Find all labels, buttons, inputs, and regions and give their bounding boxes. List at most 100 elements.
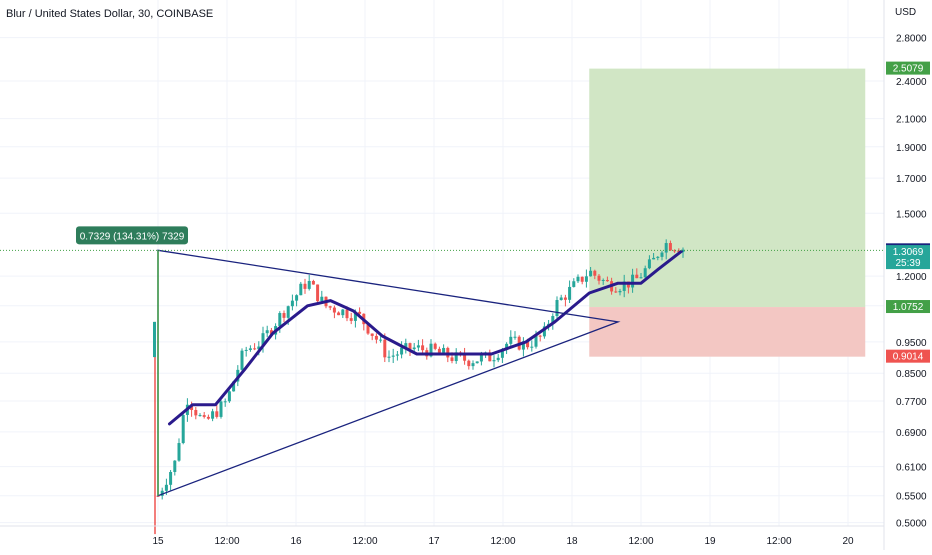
y-tick-label: 2.1000 xyxy=(896,115,927,126)
candle-body xyxy=(416,345,420,348)
candle-body xyxy=(345,309,349,319)
candle-body xyxy=(353,311,357,321)
candle-body xyxy=(576,276,580,282)
candle-body xyxy=(387,356,391,358)
y-tick-label: 0.6100 xyxy=(896,463,927,474)
candle-body xyxy=(404,343,408,348)
long-position-tool[interactable] xyxy=(589,68,866,357)
target-badge-text: 2.5079 xyxy=(893,64,924,75)
stop-zone xyxy=(589,307,866,357)
stop-badge-text: 0.9014 xyxy=(893,352,924,363)
y-tick-label: 0.9500 xyxy=(896,338,927,349)
candle-body xyxy=(408,343,412,350)
candle-body xyxy=(223,401,227,403)
candle-body xyxy=(299,283,303,296)
candle-body xyxy=(647,259,651,269)
candle-body xyxy=(467,360,471,367)
candle-body xyxy=(227,391,231,402)
candle-body xyxy=(320,296,324,302)
measure-label: 0.7329 (134.31%) 7329 xyxy=(80,231,185,242)
candle-body xyxy=(584,276,588,282)
candle-body xyxy=(316,284,320,302)
candle-body xyxy=(366,324,370,334)
x-tick-label: 12:00 xyxy=(766,536,791,547)
candle-body xyxy=(400,347,404,355)
x-tick-label: 19 xyxy=(704,536,716,547)
candle-body xyxy=(521,341,525,350)
y-tick-label: 1.9000 xyxy=(896,143,927,154)
candle-body xyxy=(563,297,567,300)
candle-body xyxy=(332,307,336,313)
candle-body xyxy=(164,484,168,491)
candle-body xyxy=(668,243,672,251)
candle-body xyxy=(475,361,479,364)
candle-body xyxy=(391,355,395,357)
candle-body xyxy=(202,415,206,417)
candle-body xyxy=(618,290,622,293)
candle-body xyxy=(492,360,496,362)
candle-body xyxy=(433,343,437,349)
candle-body xyxy=(505,343,509,350)
target-zone xyxy=(589,68,866,308)
x-tick-label: 12:00 xyxy=(628,536,653,547)
candle-body xyxy=(248,348,252,350)
candle-body xyxy=(471,363,475,367)
measure-label-box xyxy=(76,226,188,245)
y-tick-label: 2.4000 xyxy=(896,77,927,88)
candle-body xyxy=(622,281,626,291)
y-tick-label: 1.5000 xyxy=(896,209,927,220)
candle-body xyxy=(639,277,643,279)
candle-body xyxy=(379,339,383,341)
candle-body xyxy=(278,313,282,327)
x-tick-label: 18 xyxy=(566,536,578,547)
last-price-badge xyxy=(886,245,930,270)
candle-body xyxy=(589,270,593,277)
candle-body xyxy=(253,348,257,350)
y-tick-label: 0.7700 xyxy=(896,397,927,408)
candle-body xyxy=(269,330,273,335)
target-badge xyxy=(886,61,930,75)
candle-body xyxy=(488,352,492,362)
candle-body xyxy=(303,283,307,289)
candle-body xyxy=(526,341,530,348)
candle-body xyxy=(555,300,559,317)
y-tick-label: 0.6900 xyxy=(896,428,927,439)
candle-body xyxy=(286,306,290,318)
candle-body xyxy=(341,309,345,316)
candle-body xyxy=(206,416,210,419)
candle-body xyxy=(232,381,236,392)
x-tick-label: 12:00 xyxy=(352,536,377,547)
candle-body xyxy=(219,401,223,417)
candle-body xyxy=(160,490,164,496)
candle-body xyxy=(479,355,483,362)
candle-body xyxy=(500,349,504,358)
candle-body xyxy=(374,335,378,340)
currency-label: USD xyxy=(895,7,916,18)
drawings[interactable]: 0.7329 (134.31%) 7329 xyxy=(0,226,884,497)
candle-body xyxy=(664,243,668,253)
candle-body xyxy=(580,276,584,282)
candle-body xyxy=(307,280,311,289)
x-tick-label: 12:00 xyxy=(490,536,515,547)
candle-body xyxy=(153,321,156,358)
countdown-text: 25:39 xyxy=(895,258,920,269)
candle-body xyxy=(261,333,265,347)
candle-body xyxy=(337,312,341,316)
y-tick-label: 1.2000 xyxy=(896,272,927,283)
last-price-badge-text: 1.3069 xyxy=(893,247,924,258)
candle-body xyxy=(509,336,513,344)
candle-body xyxy=(290,300,294,307)
candle-body xyxy=(173,460,177,472)
candle-body xyxy=(568,286,572,300)
entry-badge-text: 1.0752 xyxy=(893,302,924,313)
candle-body xyxy=(257,346,261,350)
candle-body xyxy=(605,279,609,282)
candle-body xyxy=(169,471,173,485)
x-tick-label: 16 xyxy=(290,536,302,547)
candle-body xyxy=(349,318,353,321)
candle-body xyxy=(601,279,605,281)
candle-body xyxy=(198,415,202,417)
